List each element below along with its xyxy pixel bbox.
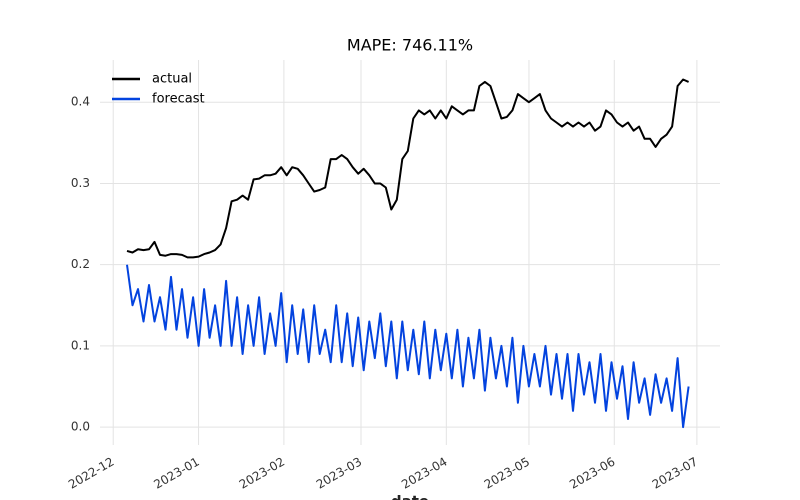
x-tick-label: 2023-05 <box>482 455 532 492</box>
y-tick-label: 0.0 <box>71 420 90 434</box>
x-tick-label: 2023-01 <box>151 455 201 492</box>
x-tick-label: 2023-07 <box>650 455 700 492</box>
x-tick-label: 2023-02 <box>237 455 287 492</box>
series-line <box>126 264 690 429</box>
y-tick-label: 0.1 <box>71 338 90 352</box>
legend-label: forecast <box>152 92 205 107</box>
x-tick-label: 2023-03 <box>314 455 364 492</box>
y-tick-label: 0.4 <box>71 95 90 109</box>
y-tick-label: 0.3 <box>71 176 90 190</box>
legend-label: actual <box>152 72 192 87</box>
chart-title: MAPE: 746.11% <box>347 36 473 55</box>
x-axis-label: date <box>391 493 429 500</box>
series-line <box>126 78 689 259</box>
x-tick-label: 2022-12 <box>66 455 116 492</box>
x-tick-label: 2023-06 <box>567 455 617 492</box>
y-tick-label: 0.2 <box>71 257 90 271</box>
x-tick-label: 2023-04 <box>399 455 449 492</box>
